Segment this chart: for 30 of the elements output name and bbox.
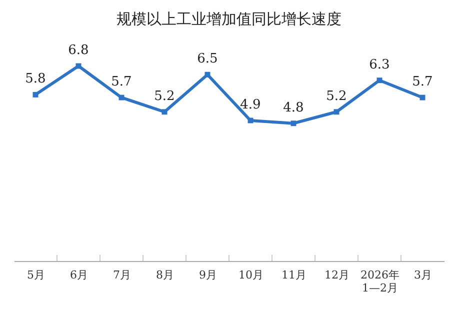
x-tick-label: 6月 (70, 268, 88, 282)
point (32, 92, 38, 98)
point (162, 109, 168, 115)
chart-title: 规模以上工业增加值同比增长速度 (116, 10, 342, 28)
data-label: 6.3 (369, 57, 390, 72)
data-label: 4.8 (283, 100, 304, 116)
x-tick-label: 10月 (238, 268, 264, 282)
point (376, 78, 382, 84)
data-label: 5.2 (154, 88, 175, 104)
x-tick-label: 12月 (324, 268, 350, 282)
x-tick-label: 5月 (27, 268, 45, 282)
x-tick-label: 7月 (113, 268, 131, 282)
x-tick-label: 3月 (414, 268, 432, 282)
point (248, 118, 254, 124)
x-tick-label: 11月 (282, 268, 306, 282)
point (204, 72, 210, 78)
point (334, 109, 340, 115)
data-label: 5.8 (25, 72, 46, 87)
data-label: 4.9 (240, 97, 261, 112)
data-label: 6.8 (68, 43, 89, 58)
data-label: 5.7 (412, 74, 433, 90)
data-label: 6.5 (197, 52, 218, 67)
point (118, 94, 124, 100)
point (420, 94, 426, 100)
x-tick-label: 9月 (199, 268, 217, 282)
data-label: 5.2 (326, 88, 347, 104)
x-tick-label: 2026年 1—2月 (360, 268, 400, 294)
data-label: 5.7 (111, 74, 132, 90)
x-tick-label: 8月 (156, 268, 174, 282)
point (290, 120, 296, 126)
